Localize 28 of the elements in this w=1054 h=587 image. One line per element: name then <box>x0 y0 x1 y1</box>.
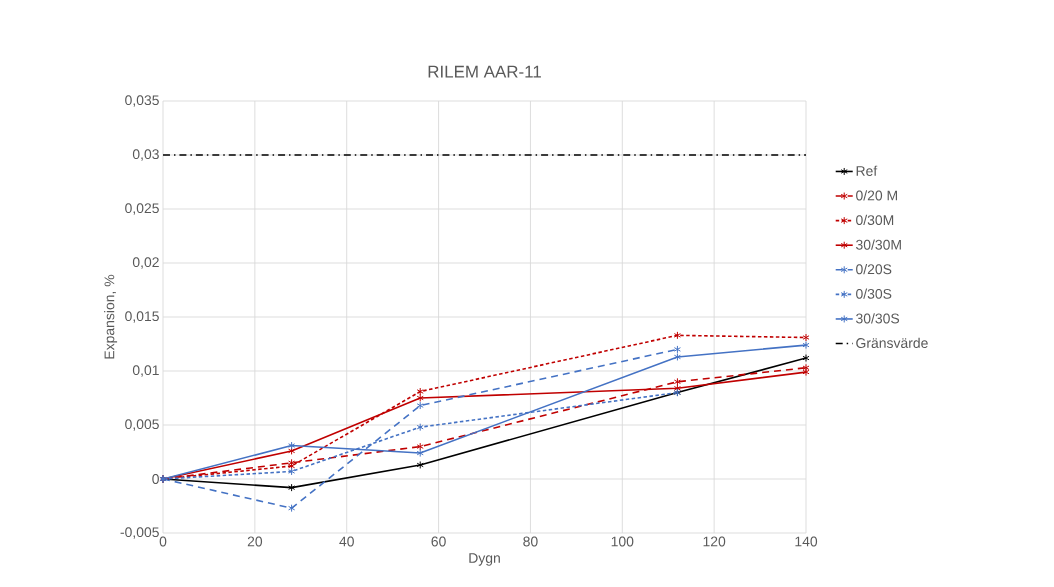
y-tick-label: 0,01 <box>132 365 159 377</box>
x-tick-label: 100 <box>611 536 634 547</box>
y-tick-label: 0,025 <box>125 203 159 215</box>
y-tick-label: -0,005 <box>120 527 159 539</box>
x-axis-title: Dygn <box>469 553 500 566</box>
legend-label: 0/30M <box>856 214 894 226</box>
x-tick-label: 120 <box>703 536 726 547</box>
x-tick-label: 80 <box>523 536 538 547</box>
y-tick-label: 0,005 <box>125 419 159 431</box>
x-tick-label: 0 <box>159 536 167 547</box>
y-tick-label: 0 <box>152 474 159 484</box>
legend-label: 0/30S <box>856 288 892 299</box>
y-tick-label: 0,015 <box>125 311 159 323</box>
legend-label: Gränsvärde <box>856 337 928 348</box>
x-tick-label: 40 <box>339 536 354 547</box>
x-tick-label: 20 <box>247 536 263 547</box>
y-axis-title: Expansion, % <box>104 274 118 359</box>
y-tick-label: 0,03 <box>132 149 159 161</box>
y-tick-label: 0,02 <box>132 257 159 269</box>
legend-label: 30/30S <box>856 313 900 324</box>
chart-title: RILEM AAR-11 <box>428 65 541 78</box>
y-tick-label: 0,035 <box>125 95 159 107</box>
x-tick-label: 140 <box>795 536 818 547</box>
legend-label: 30/30M <box>856 239 901 250</box>
legend-label: 0/20 M <box>856 190 897 201</box>
x-tick-label: 60 <box>431 536 446 547</box>
legend-label: Ref <box>856 165 878 176</box>
legend-label: 0/20S <box>856 263 892 275</box>
